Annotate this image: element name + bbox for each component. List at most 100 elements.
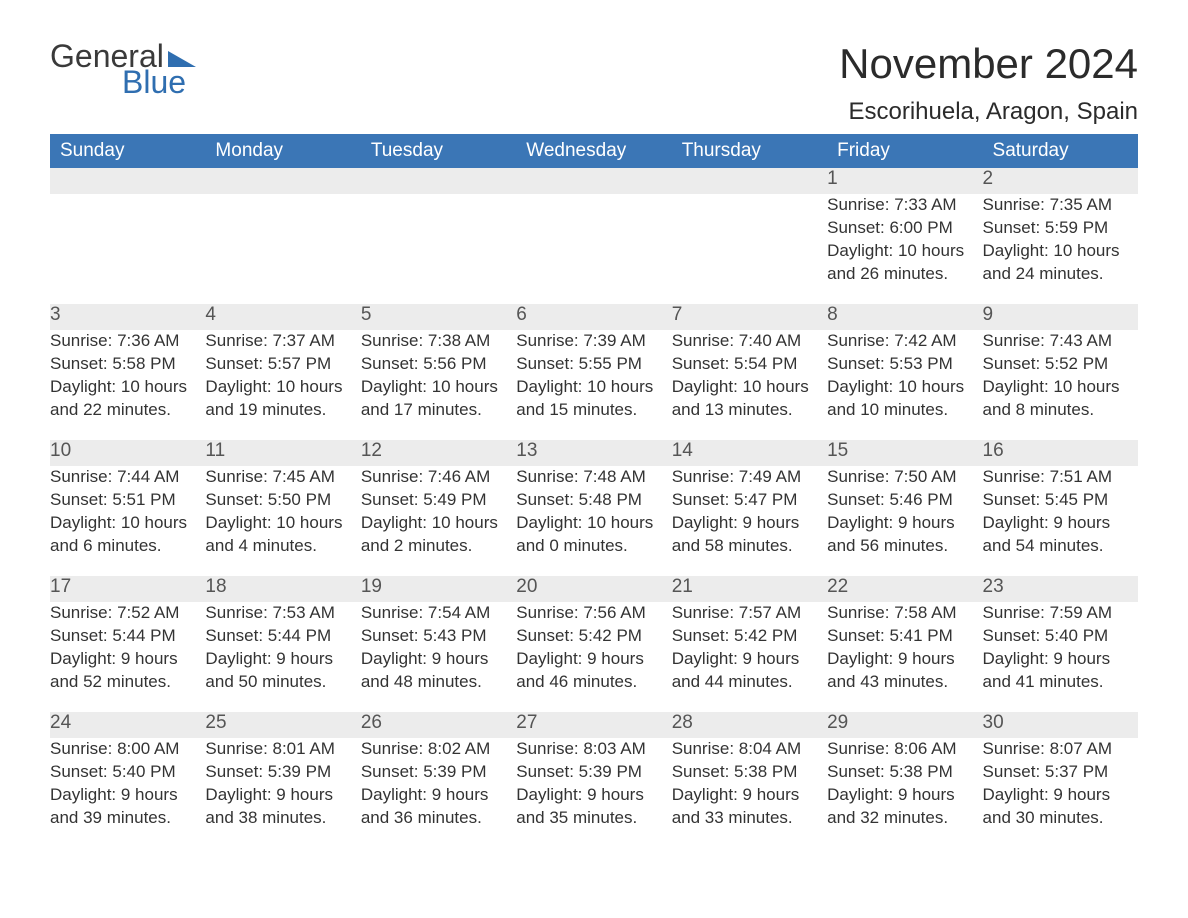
sunset-text: Sunset: 5:49 PM <box>361 489 516 512</box>
daylight1-text: Daylight: 10 hours <box>516 512 671 535</box>
day-number-cell: 19 <box>361 576 516 602</box>
sunset-text: Sunset: 6:00 PM <box>827 217 982 240</box>
empty-cell <box>516 168 671 194</box>
daylight2-text: and 58 minutes. <box>672 535 827 558</box>
day-number-cell: 4 <box>205 304 360 330</box>
sunrise-text: Sunrise: 7:37 AM <box>205 330 360 353</box>
daylight1-text: Daylight: 9 hours <box>827 648 982 671</box>
sunrise-text: Sunrise: 7:40 AM <box>672 330 827 353</box>
sunset-text: Sunset: 5:37 PM <box>983 761 1138 784</box>
day-details-cell: Sunrise: 8:04 AMSunset: 5:38 PMDaylight:… <box>672 738 827 848</box>
sunset-text: Sunset: 5:39 PM <box>205 761 360 784</box>
week-daynum-row: 3456789 <box>50 304 1138 330</box>
daylight2-text: and 54 minutes. <box>983 535 1138 558</box>
sunrise-text: Sunrise: 7:36 AM <box>50 330 205 353</box>
week-details-row: Sunrise: 7:36 AMSunset: 5:58 PM Daylight:… <box>50 330 1138 440</box>
day-details-cell: Sunrise: 7:45 AMSunset: 5:50 PMDaylight:… <box>205 466 360 576</box>
sunrise-text: Sunrise: 7:45 AM <box>205 466 360 489</box>
weekday-header-row: SundayMondayTuesdayWednesdayThursdayFrid… <box>50 134 1138 168</box>
daylight2-text: and 2 minutes. <box>361 535 516 558</box>
calendar-table: SundayMondayTuesdayWednesdayThursdayFrid… <box>50 134 1138 848</box>
sunset-text: Sunset: 5:58 PM <box>50 353 205 376</box>
day-details-cell: Sunrise: 7:53 AMSunset: 5:44 PMDaylight:… <box>205 602 360 712</box>
week-details-row: Sunrise: 7:33 AMSunset: 6:00 PMDaylight:… <box>50 194 1138 304</box>
weekday-header: Saturday <box>983 134 1138 168</box>
sunset-text: Sunset: 5:54 PM <box>672 353 827 376</box>
weekday-header: Thursday <box>672 134 827 168</box>
daylight1-text: Daylight: 10 hours <box>516 376 671 399</box>
day-number-cell: 16 <box>983 440 1138 466</box>
sunrise-text: Sunrise: 8:03 AM <box>516 738 671 761</box>
sunset-text: Sunset: 5:42 PM <box>516 625 671 648</box>
daylight2-text: and 52 minutes. <box>50 671 205 694</box>
sunrise-text: Sunrise: 8:01 AM <box>205 738 360 761</box>
daylight1-text: Daylight: 9 hours <box>205 648 360 671</box>
weekday-header: Monday <box>205 134 360 168</box>
sunset-text: Sunset: 5:44 PM <box>205 625 360 648</box>
week-daynum-row: 24252627282930 <box>50 712 1138 738</box>
day-number-cell: 3 <box>50 304 205 330</box>
sunset-text: Sunset: 5:56 PM <box>361 353 516 376</box>
daylight2-text: and 15 minutes. <box>516 399 671 422</box>
sunrise-text: Sunrise: 7:57 AM <box>672 602 827 625</box>
day-details-cell: Sunrise: 7:51 AMSunset: 5:45 PMDaylight:… <box>983 466 1138 576</box>
day-number-cell: 1 <box>827 168 982 194</box>
day-details-cell: Sunrise: 7:56 AMSunset: 5:42 PMDaylight:… <box>516 602 671 712</box>
daylight1-text: Daylight: 10 hours <box>827 376 982 399</box>
daylight1-text: Daylight: 9 hours <box>672 512 827 535</box>
sunset-text: Sunset: 5:51 PM <box>50 489 205 512</box>
empty-cell <box>672 194 827 304</box>
daylight1-text: Daylight: 9 hours <box>672 784 827 807</box>
empty-cell <box>516 194 671 304</box>
day-details-cell: Sunrise: 7:44 AMSunset: 5:51 PMDaylight:… <box>50 466 205 576</box>
empty-cell <box>361 168 516 194</box>
sunset-text: Sunset: 5:59 PM <box>983 217 1138 240</box>
daylight1-text: Daylight: 9 hours <box>983 784 1138 807</box>
daylight2-text: and 39 minutes. <box>50 807 205 830</box>
daylight2-text: and 6 minutes. <box>50 535 205 558</box>
day-details-cell: Sunrise: 7:52 AMSunset: 5:44 PMDaylight:… <box>50 602 205 712</box>
day-details-cell: Sunrise: 7:43 AMSunset: 5:52 PMDaylight:… <box>983 330 1138 440</box>
day-details-cell: Sunrise: 7:59 AMSunset: 5:40 PMDaylight:… <box>983 602 1138 712</box>
day-number-cell: 9 <box>983 304 1138 330</box>
empty-cell <box>50 194 205 304</box>
day-details-cell: Sunrise: 7:39 AMSunset: 5:55 PMDaylight:… <box>516 330 671 440</box>
day-details-cell: Sunrise: 8:03 AMSunset: 5:39 PMDaylight:… <box>516 738 671 848</box>
daylight1-text: Daylight: 10 hours <box>205 512 360 535</box>
daylight1-text: Daylight: 10 hours <box>50 512 205 535</box>
daylight2-text: and 36 minutes. <box>361 807 516 830</box>
day-number-cell: 17 <box>50 576 205 602</box>
day-number-cell: 7 <box>672 304 827 330</box>
day-details-cell: Sunrise: 7:40 AMSunset: 5:54 PMDaylight:… <box>672 330 827 440</box>
weekday-header: Sunday <box>50 134 205 168</box>
daylight1-text: Daylight: 10 hours <box>983 240 1138 263</box>
daylight2-text: and 41 minutes. <box>983 671 1138 694</box>
day-details-cell: Sunrise: 8:01 AMSunset: 5:39 PMDaylight:… <box>205 738 360 848</box>
daylight1-text: Daylight: 9 hours <box>827 784 982 807</box>
empty-cell <box>361 194 516 304</box>
week-daynum-row: 10111213141516 <box>50 440 1138 466</box>
daylight2-text: and 30 minutes. <box>983 807 1138 830</box>
sunrise-text: Sunrise: 7:58 AM <box>827 602 982 625</box>
sunset-text: Sunset: 5:45 PM <box>983 489 1138 512</box>
daylight2-text: and 48 minutes. <box>361 671 516 694</box>
day-details-cell: Sunrise: 8:00 AMSunset: 5:40 PMDaylight:… <box>50 738 205 848</box>
sunrise-text: Sunrise: 8:07 AM <box>983 738 1138 761</box>
day-details-cell: Sunrise: 7:46 AMSunset: 5:49 PMDaylight:… <box>361 466 516 576</box>
sunrise-text: Sunrise: 7:52 AM <box>50 602 205 625</box>
sunset-text: Sunset: 5:42 PM <box>672 625 827 648</box>
daylight1-text: Daylight: 10 hours <box>827 240 982 263</box>
week-details-row: Sunrise: 8:00 AMSunset: 5:40 PMDaylight:… <box>50 738 1138 848</box>
sunrise-text: Sunrise: 7:51 AM <box>983 466 1138 489</box>
weekday-header: Friday <box>827 134 982 168</box>
day-number-cell: 22 <box>827 576 982 602</box>
day-number-cell: 11 <box>205 440 360 466</box>
sunset-text: Sunset: 5:55 PM <box>516 353 671 376</box>
empty-cell <box>50 168 205 194</box>
daylight1-text: Daylight: 9 hours <box>361 648 516 671</box>
daylight2-text: and 44 minutes. <box>672 671 827 694</box>
daylight1-text: Daylight: 9 hours <box>672 648 827 671</box>
daylight1-text: Daylight: 9 hours <box>983 512 1138 535</box>
sunrise-text: Sunrise: 7:56 AM <box>516 602 671 625</box>
daylight1-text: Daylight: 10 hours <box>983 376 1138 399</box>
